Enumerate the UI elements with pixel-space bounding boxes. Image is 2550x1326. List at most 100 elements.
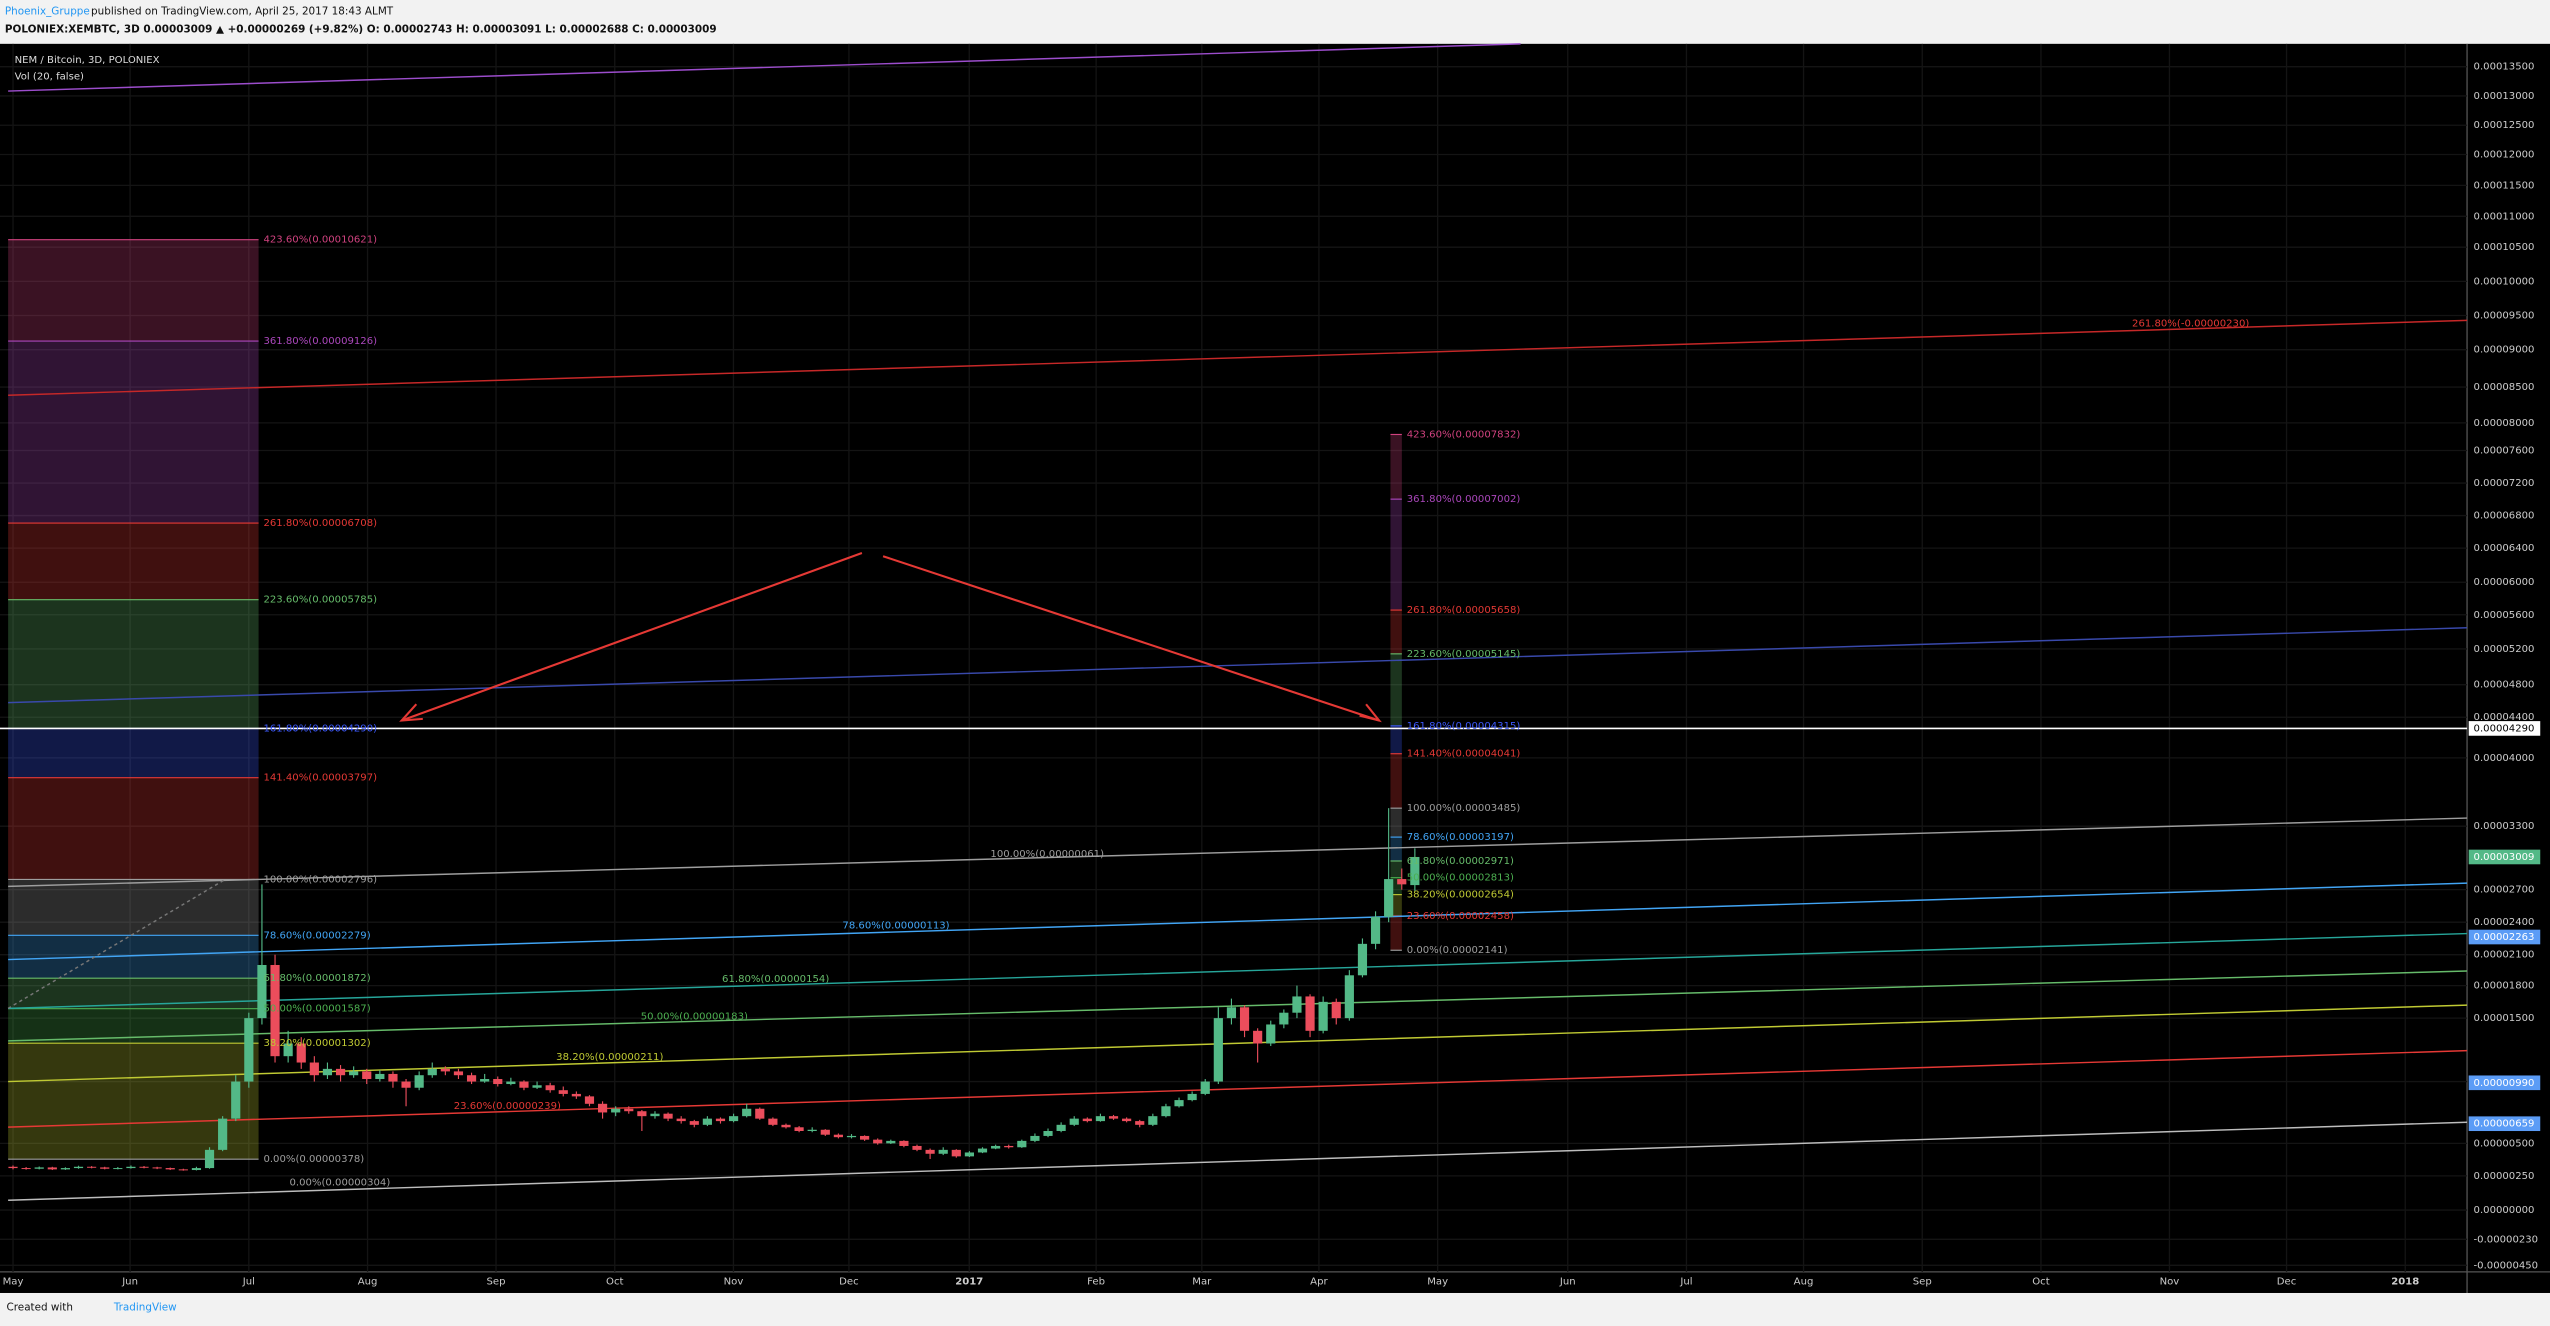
y-tick-label: 0.00000000 — [2474, 1205, 2535, 1216]
arrow-head — [399, 703, 423, 722]
fib-label: 223.60%(0.00005785) — [263, 595, 377, 606]
author[interactable]: Phoenix_Gruppe — [5, 5, 90, 17]
fib-label: 23.60%(0.00002458) — [1407, 911, 1514, 922]
price-label-bg — [2468, 1075, 2541, 1091]
candle-body — [231, 1081, 241, 1119]
y-tick-label: 0.00009500 — [2474, 311, 2535, 322]
fib-label: 50.00%(0.00001587) — [263, 1004, 370, 1015]
x-tick-label: Aug — [1794, 1277, 1814, 1288]
candle-body — [611, 1108, 621, 1113]
x-tick-label: May — [1427, 1277, 1448, 1288]
candle-body — [139, 1166, 149, 1168]
y-tick-label: 0.00004800 — [2474, 680, 2535, 691]
candle-body — [453, 1071, 464, 1076]
fib-label: 100.00%(0.00003485) — [1407, 803, 1521, 814]
y-tick-label: 0.00012000 — [2474, 150, 2535, 161]
candle-body — [362, 1071, 372, 1080]
candle-body — [283, 1043, 293, 1057]
candle-body — [951, 1149, 961, 1157]
arrow — [401, 551, 863, 722]
candle-body — [165, 1168, 175, 1170]
fib-label: 361.80%(0.00009126) — [263, 336, 377, 347]
fib-label: 223.60%(0.00005145) — [1407, 649, 1521, 660]
y-tick-label: 0.00002100 — [2474, 950, 2535, 961]
candle-body — [493, 1079, 503, 1085]
candle-body — [204, 1149, 215, 1169]
x-tick-label: Oct — [2032, 1277, 2049, 1288]
candle-body — [388, 1073, 398, 1082]
candle-body — [257, 964, 267, 1019]
x-tick-label: Jul — [1679, 1277, 1692, 1288]
candle-body — [833, 1134, 843, 1138]
trend-line — [8, 1049, 2468, 1128]
fib-label: 161.80%(0.00004290) — [263, 723, 377, 734]
candle-body — [1069, 1118, 1079, 1125]
price-axis — [2467, 43, 2550, 1272]
price-label-bg — [2468, 721, 2541, 736]
y-tick-label: 0.00008500 — [2474, 382, 2535, 393]
candle-body — [8, 1166, 18, 1169]
candle-body — [440, 1068, 450, 1072]
candle-body — [637, 1111, 647, 1117]
fib-zone — [1390, 725, 1402, 754]
candle-body — [1174, 1100, 1184, 1107]
y-tick-label: 0.00004000 — [2474, 753, 2535, 764]
candle-body — [873, 1139, 883, 1144]
trend-line — [8, 970, 2468, 1042]
candle-body — [650, 1113, 660, 1117]
fib-label: 423.60%(0.00007832) — [1407, 429, 1521, 440]
fib-zone — [1390, 808, 1402, 838]
y-tick-label: 0.00012500 — [2474, 120, 2535, 131]
y-tick-label: 0.00002400 — [2474, 917, 2535, 928]
footer-brand[interactable]: TradingView — [113, 1302, 177, 1314]
footer-bar — [0, 1292, 2550, 1326]
candle-body — [1030, 1135, 1040, 1141]
candle-body — [506, 1081, 516, 1085]
candle-body — [519, 1081, 529, 1088]
candle-body — [1292, 996, 1302, 1013]
x-tick-label: May — [3, 1277, 24, 1288]
channel-label: 61.80%(0.00000154) — [722, 974, 829, 985]
candle-body — [1135, 1121, 1145, 1125]
fib-label: 100.00%(0.00002796) — [263, 874, 377, 885]
candle-body — [1108, 1116, 1119, 1119]
x-tick-label: Sep — [487, 1277, 506, 1288]
candle-body — [742, 1108, 752, 1117]
fib-zone — [1390, 653, 1402, 726]
candle-body — [1410, 856, 1420, 886]
y-tick-label: 0.00006800 — [2474, 511, 2535, 522]
candle-body — [21, 1168, 31, 1170]
candle-body — [100, 1167, 110, 1169]
candle-body — [1122, 1118, 1132, 1122]
x-tick-label: Nov — [2160, 1277, 2180, 1288]
candle-body — [571, 1093, 581, 1097]
x-tick-label: Sep — [1913, 1277, 1932, 1288]
header-bar — [0, 0, 2550, 44]
channel-label: 38.20%(0.00000211) — [556, 1052, 663, 1063]
price-label-bg — [2468, 849, 2541, 865]
candle-body — [1239, 1007, 1250, 1031]
candle-body — [977, 1148, 988, 1153]
x-tick-label: Apr — [1310, 1277, 1328, 1288]
candle-body — [991, 1145, 1001, 1149]
x-tick-label: Feb — [1087, 1277, 1105, 1288]
y-tick-label: 0.00013500 — [2474, 62, 2535, 73]
x-tick-label: Jun — [121, 1277, 138, 1288]
candle-body — [1357, 943, 1368, 976]
chart-title: NEM / Bitcoin, 3D, POLONIEX — [15, 55, 160, 66]
y-tick-label: 0.00002700 — [2474, 885, 2535, 896]
candle-body — [335, 1068, 346, 1076]
fib-zone — [1390, 915, 1402, 951]
y-tick-label: -0.00000230 — [2474, 1234, 2539, 1245]
candle-body — [807, 1129, 817, 1131]
fib-zone — [1390, 610, 1402, 654]
fib-zone — [1390, 837, 1402, 861]
trend-line — [8, 932, 2468, 1010]
fib-label: 361.80%(0.00007002) — [1407, 494, 1521, 505]
dotted-line — [7, 879, 225, 1009]
candle-body — [1187, 1093, 1197, 1101]
candle-body — [1161, 1106, 1171, 1117]
fib-label: 61.80%(0.00002971) — [1407, 856, 1514, 867]
fib-zone — [1390, 860, 1402, 878]
